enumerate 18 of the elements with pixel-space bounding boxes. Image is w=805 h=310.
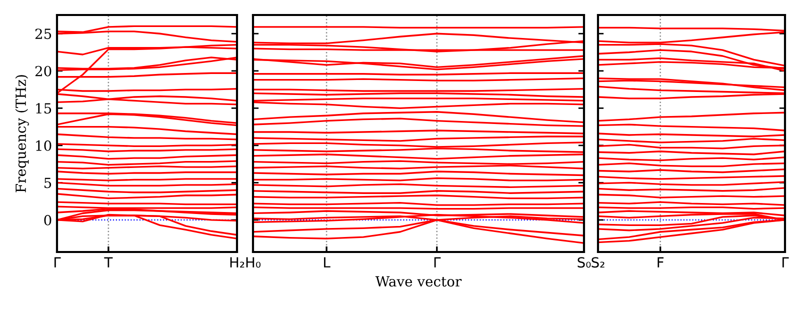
y-axis-title: Frequency (THz) bbox=[15, 75, 29, 192]
y-tick-label: 5 bbox=[44, 178, 52, 188]
x-tick-label: Γ bbox=[434, 257, 441, 268]
x-tick-label: L bbox=[324, 257, 330, 268]
x-tick-label: Γ bbox=[782, 257, 789, 268]
x-tick-label: Γ bbox=[54, 257, 61, 268]
x-tick-label: T bbox=[104, 257, 113, 268]
x-axis-title: Wave vector bbox=[375, 276, 462, 287]
x-tick-label: H₂ bbox=[230, 257, 244, 268]
y-tick-label: 20 bbox=[35, 66, 52, 76]
y-tick-label: 10 bbox=[36, 140, 52, 151]
x-tick-label: S₂ bbox=[592, 257, 604, 268]
y-tick-label: 15 bbox=[36, 103, 52, 114]
x-tick-label: F bbox=[658, 257, 664, 268]
x-tick-label: H₀ bbox=[246, 257, 261, 268]
y-tick-label: 25 bbox=[35, 28, 52, 40]
y-tick-label: 0 bbox=[44, 214, 52, 226]
x-tick-label: S₀ bbox=[578, 257, 591, 268]
